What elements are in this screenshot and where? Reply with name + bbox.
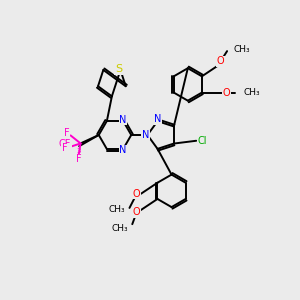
- Text: O: O: [133, 189, 140, 199]
- Text: CH₃: CH₃: [244, 88, 260, 97]
- Text: CH₃: CH₃: [109, 206, 125, 214]
- Text: CH₃: CH₃: [233, 45, 250, 54]
- Text: N: N: [142, 130, 149, 140]
- Text: O: O: [223, 88, 230, 98]
- Text: N: N: [154, 114, 161, 124]
- Text: 3: 3: [76, 148, 81, 154]
- Text: S: S: [115, 64, 122, 74]
- Text: N: N: [119, 115, 127, 125]
- Text: O: O: [217, 56, 224, 66]
- Text: O: O: [133, 207, 140, 217]
- Text: F: F: [62, 143, 68, 153]
- Text: F: F: [76, 154, 81, 164]
- Text: Cl: Cl: [197, 136, 207, 146]
- Text: F: F: [64, 128, 69, 138]
- Text: CF: CF: [59, 139, 71, 149]
- Text: CH₃: CH₃: [112, 224, 128, 233]
- Text: N: N: [119, 145, 127, 155]
